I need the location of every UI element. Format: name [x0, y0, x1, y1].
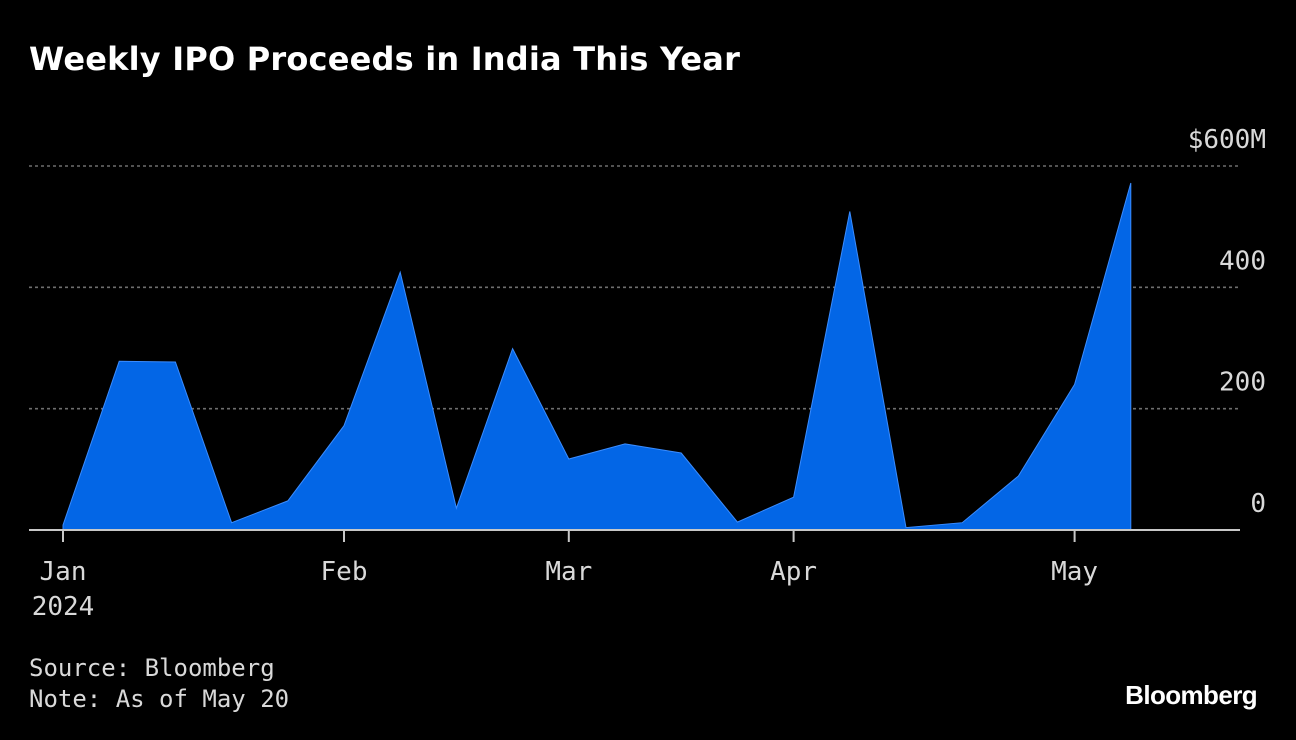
chart-title: Weekly IPO Proceeds in India This Year	[29, 40, 741, 78]
gridlines	[29, 165, 1240, 410]
area-series	[62, 182, 1132, 531]
x-tick-label-jan: Jan	[40, 557, 87, 587]
x-tick-label-apr: Apr	[770, 557, 817, 587]
x-axis	[29, 529, 1240, 542]
x-axis-labels: Jan 2024 Feb Mar Apr May	[32, 557, 1098, 622]
x-tick-label-feb: Feb	[321, 557, 368, 587]
x-tick-label-mar: Mar	[545, 557, 592, 587]
bloomberg-logo: Bloomberg	[1125, 680, 1257, 710]
chart-area: 0 200 400 $600M Jan 2024 Feb Mar Apr May	[29, 125, 1266, 622]
area-series-path	[62, 182, 1132, 531]
y-tick-label-400: 400	[1219, 246, 1266, 276]
y-tick-label-0: 0	[1250, 489, 1266, 519]
y-axis-labels: 0 200 400 $600M	[1188, 125, 1266, 519]
date-note: Note: As of May 20	[29, 685, 290, 713]
x-tick-label-may: May	[1051, 557, 1098, 587]
source-note: Source: Bloomberg	[29, 654, 275, 682]
y-tick-label-600: $600M	[1188, 125, 1266, 155]
x-tick-sublabel-year: 2024	[32, 592, 95, 622]
y-tick-label-200: 200	[1219, 368, 1266, 398]
